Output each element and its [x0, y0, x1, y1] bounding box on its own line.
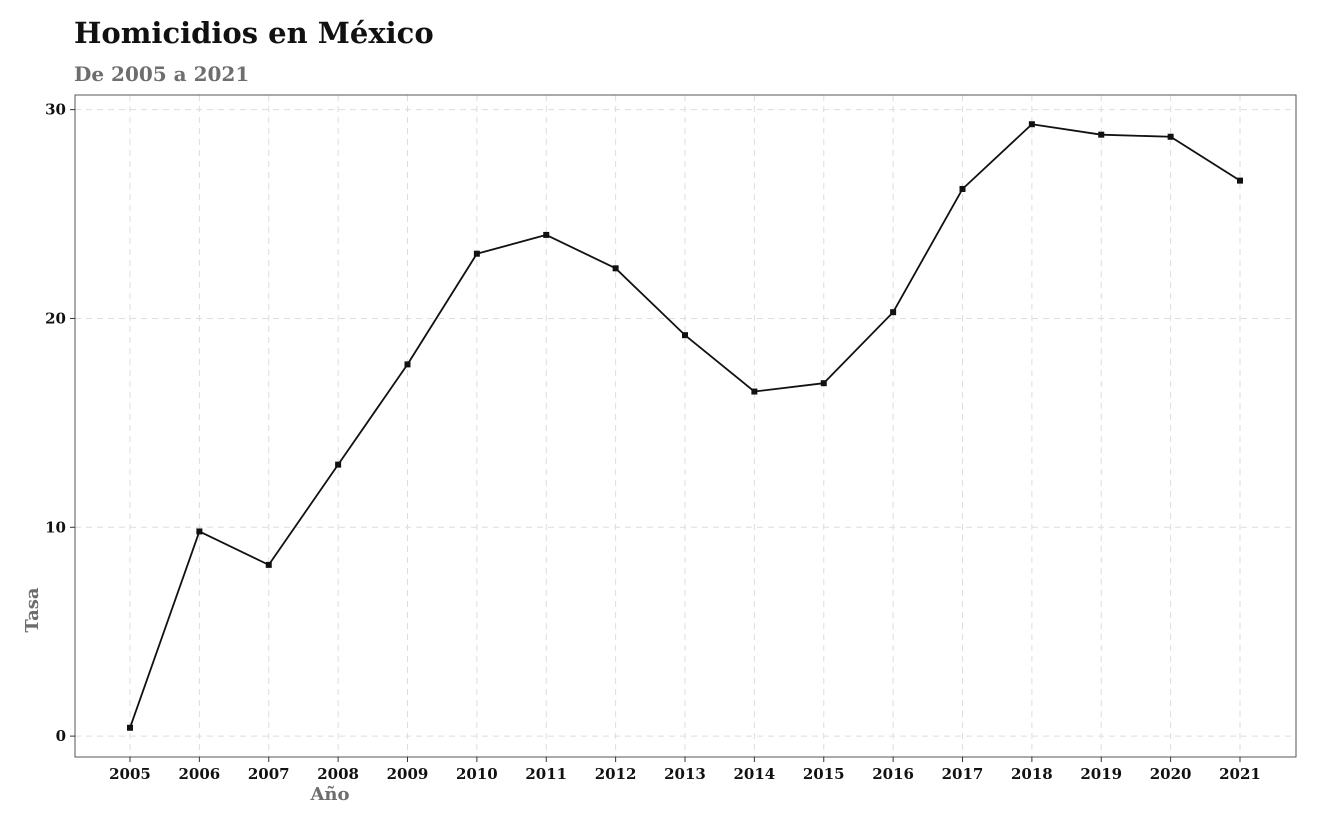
x-tick-label-2012: 2012	[595, 765, 637, 783]
data-point-2007	[265, 561, 272, 568]
x-tick-label-2013: 2013	[664, 765, 706, 783]
x-tick-label-2008: 2008	[317, 765, 359, 783]
y-tick-label-10: 10	[45, 518, 66, 536]
x-tick-label-2018: 2018	[1011, 765, 1053, 783]
data-point-2009	[404, 361, 411, 368]
x-tick-label-2016: 2016	[872, 765, 914, 783]
data-point-2017	[959, 185, 966, 192]
data-point-2008	[335, 461, 342, 468]
data-point-2018	[1028, 121, 1035, 128]
data-point-2021	[1237, 177, 1243, 184]
data-point-2020	[1167, 133, 1174, 140]
grid	[75, 95, 1296, 757]
data-point-2019	[1098, 131, 1105, 138]
x-tick-label-2014: 2014	[734, 765, 776, 783]
x-tick-label-2005: 2005	[109, 765, 151, 783]
chart-subtitle: De 2005 a 2021	[74, 62, 250, 86]
x-tick-label-2007: 2007	[248, 765, 290, 783]
data-point-2011	[543, 231, 550, 238]
y-axis-label: Tasa	[22, 587, 43, 632]
series-line	[127, 121, 1243, 731]
x-tick-label-2010: 2010	[456, 765, 498, 783]
x-tick-label-2021: 2021	[1219, 765, 1261, 783]
x-tick-label-2015: 2015	[803, 765, 845, 783]
data-point-2010	[473, 250, 480, 257]
axis-ticks: 2005 2006 2007 2008 2009 2010 2011 2012 2013 2014…	[45, 101, 1261, 783]
x-tick-label-2009: 2009	[387, 765, 429, 783]
data-point-2006	[196, 528, 203, 535]
data-point-2015	[820, 380, 827, 387]
y-tick-label-20: 20	[45, 309, 66, 327]
x-tick-label-2019: 2019	[1080, 765, 1122, 783]
y-tick-label-0: 0	[56, 727, 66, 745]
y-tick-label-30: 30	[45, 101, 66, 119]
x-tick-label-2020: 2020	[1150, 765, 1192, 783]
data-point-2012	[612, 265, 619, 272]
data-point-2014	[751, 388, 758, 395]
data-point-2005	[127, 724, 133, 731]
data-point-2016	[890, 309, 897, 316]
x-tick-label-2006: 2006	[179, 765, 221, 783]
x-axis-label: Año	[309, 784, 349, 805]
data-point-2013	[682, 332, 688, 339]
x-tick-label-2011: 2011	[525, 765, 567, 783]
x-tick-label-2017: 2017	[942, 765, 984, 783]
chart-title: Homicidios en México	[74, 16, 434, 50]
